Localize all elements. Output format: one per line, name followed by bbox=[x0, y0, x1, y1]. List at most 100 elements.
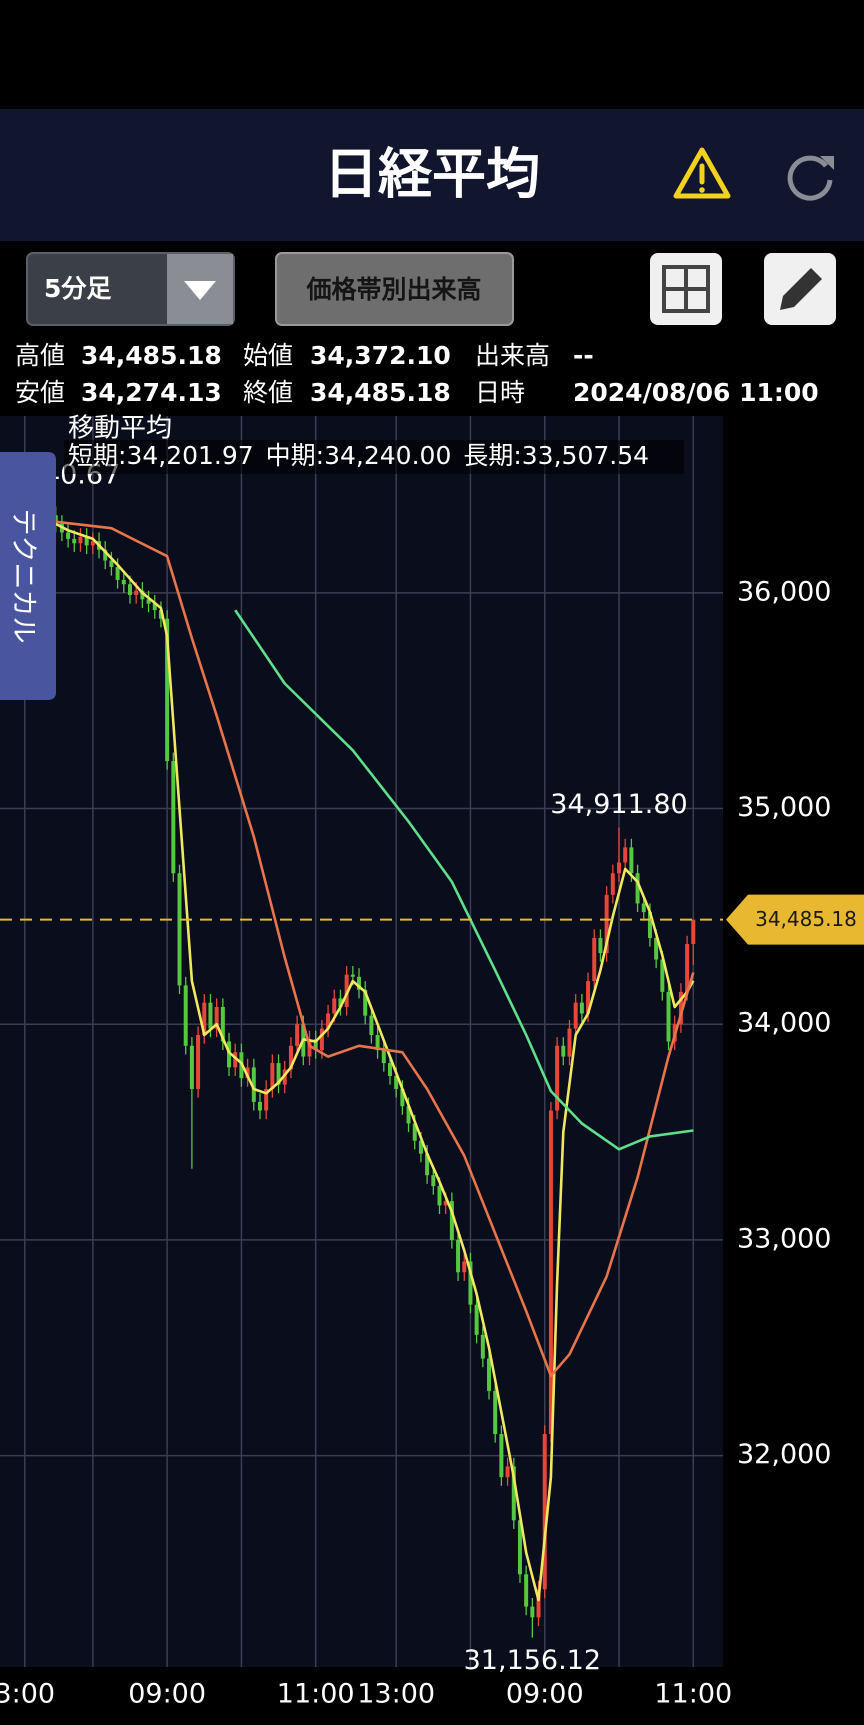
warning-icon[interactable] bbox=[673, 147, 731, 199]
info-value: 34,485.18 bbox=[81, 341, 222, 370]
info-panel: 高値 34,485.18 始値 34,372.10 出来高 -- 安値 34,274.13 終値… bbox=[15, 341, 819, 407]
candle-body bbox=[431, 1175, 436, 1187]
candle-body bbox=[208, 1002, 213, 1029]
header-bar bbox=[0, 109, 864, 241]
candle-body bbox=[326, 1013, 331, 1029]
candle-body bbox=[487, 1358, 492, 1391]
candle-body bbox=[660, 959, 665, 992]
candle-body bbox=[363, 989, 368, 1016]
candle-body bbox=[282, 1069, 287, 1085]
candle-body bbox=[220, 1006, 225, 1042]
y-tick-label: 34,000 bbox=[737, 1008, 831, 1039]
candle-body bbox=[524, 1574, 529, 1607]
plot: 32,000 33,000 34,000 35,000 36,000 3:00 09:00 1… bbox=[0, 414, 864, 1710]
candle-body bbox=[350, 974, 355, 977]
candle-body bbox=[332, 998, 337, 1014]
candle-body bbox=[127, 584, 132, 596]
candle-body bbox=[165, 618, 170, 762]
refresh-arc bbox=[787, 155, 833, 201]
x-tick-label: 09:00 bbox=[506, 1679, 584, 1710]
legend-value: 34,240.00 bbox=[324, 441, 451, 470]
candle-body bbox=[617, 862, 622, 874]
candle-body bbox=[152, 603, 157, 611]
candle-body bbox=[449, 1201, 454, 1240]
candle-body bbox=[158, 610, 163, 619]
layout-button[interactable] bbox=[650, 253, 722, 325]
legend: 短期:34,201.97 中期:34,240.00 長期:33,507.54 bbox=[68, 441, 649, 470]
ma-line bbox=[18, 516, 695, 1602]
current-price-badge bbox=[726, 894, 864, 945]
candle-body bbox=[375, 1035, 380, 1051]
candle-body bbox=[505, 1466, 510, 1478]
legend-backdrop bbox=[64, 440, 684, 474]
plot-area bbox=[0, 416, 723, 1667]
candle-body bbox=[598, 937, 603, 954]
legend-name: 短期: bbox=[68, 441, 126, 470]
button-box bbox=[275, 252, 514, 326]
y-tick-label: 35,000 bbox=[737, 792, 831, 823]
candle-body bbox=[171, 761, 176, 874]
candle-body bbox=[604, 894, 609, 954]
candle-body bbox=[468, 1261, 473, 1305]
candle-body bbox=[183, 985, 188, 1046]
candle-body bbox=[400, 1088, 405, 1107]
info-label: 出来高 bbox=[475, 341, 550, 370]
refresh-icon[interactable] bbox=[787, 155, 834, 201]
candle-body bbox=[245, 1067, 250, 1079]
info-value: 34,485.18 bbox=[310, 378, 451, 407]
price-annotation: 34,911.80 bbox=[550, 789, 687, 820]
candle-body bbox=[66, 532, 71, 539]
candle-body bbox=[288, 1045, 293, 1070]
candle-body bbox=[530, 1606, 535, 1618]
candle-body bbox=[418, 1140, 423, 1154]
pencil-icon bbox=[780, 268, 822, 310]
candle-body bbox=[499, 1434, 504, 1478]
candle-body bbox=[264, 1088, 269, 1111]
volume-profile-button[interactable]: 価格帯別出来高 bbox=[275, 252, 514, 326]
candle-body bbox=[685, 943, 690, 992]
x-tick-label: 13:00 bbox=[357, 1679, 435, 1710]
info-label: 日時 bbox=[475, 378, 525, 407]
candle-body bbox=[635, 873, 640, 904]
candle-body bbox=[425, 1153, 430, 1176]
price-annotation: 31,156.12 bbox=[464, 1645, 601, 1676]
side-tab-label: テクニカル bbox=[8, 509, 39, 644]
candle-body bbox=[629, 847, 634, 874]
candle-body bbox=[140, 590, 145, 600]
interval-dropdown[interactable]: 5分足 bbox=[26, 252, 235, 326]
info-label: 高値 bbox=[15, 341, 65, 370]
candle-body bbox=[227, 1041, 232, 1068]
info-label: 終値 bbox=[243, 378, 293, 407]
candle-body bbox=[691, 919, 696, 944]
candle-body bbox=[647, 912, 652, 938]
legend-name: 中期: bbox=[266, 441, 324, 470]
candle-body bbox=[307, 1039, 312, 1057]
candle-body bbox=[412, 1123, 417, 1141]
button-label: 価格帯別出来高 bbox=[305, 275, 481, 304]
candle-body bbox=[387, 1063, 392, 1077]
info-value: 34,372.10 bbox=[310, 341, 451, 370]
info-value: 34,274.13 bbox=[81, 378, 222, 407]
candle-body bbox=[548, 1110, 553, 1435]
y-tick-label: 33,000 bbox=[737, 1223, 831, 1254]
candle-body bbox=[462, 1261, 467, 1273]
candle-body bbox=[474, 1304, 479, 1335]
candle-body bbox=[517, 1520, 522, 1575]
candle-body bbox=[437, 1186, 442, 1206]
candle-body bbox=[511, 1466, 516, 1521]
candle-body bbox=[90, 541, 95, 546]
candle-body bbox=[313, 1039, 318, 1051]
side-tab[interactable]: テクニカル bbox=[0, 452, 56, 700]
dropdown-arrow bbox=[184, 281, 216, 300]
warning-dot bbox=[699, 187, 705, 193]
draw-button[interactable] bbox=[764, 253, 836, 325]
candle-body bbox=[276, 1063, 281, 1085]
candle-body bbox=[78, 536, 83, 544]
candle-body bbox=[456, 1239, 461, 1273]
candle-body bbox=[202, 1002, 207, 1036]
candle-body bbox=[542, 1434, 547, 1590]
x-tick-label: 09:00 bbox=[128, 1679, 206, 1710]
candle-body bbox=[394, 1076, 399, 1089]
